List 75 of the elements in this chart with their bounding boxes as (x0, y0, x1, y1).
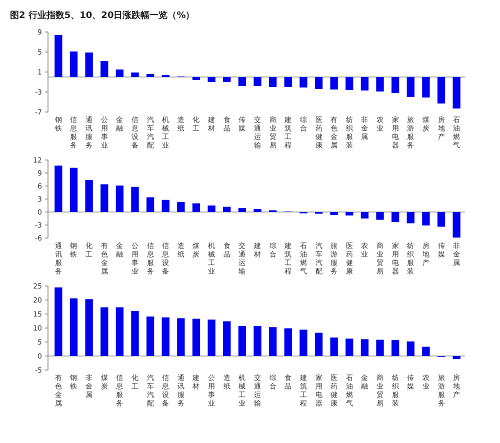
bar (100, 184, 108, 212)
bar (422, 212, 430, 226)
bar (223, 206, 231, 212)
bar (284, 328, 292, 356)
bar (254, 77, 262, 86)
bar (437, 212, 446, 227)
bar (223, 77, 231, 82)
bar (85, 180, 93, 212)
bar (422, 77, 430, 98)
bar (208, 77, 216, 82)
bar (330, 338, 338, 356)
bar (330, 212, 338, 216)
bar (192, 77, 200, 80)
bar (300, 330, 308, 356)
bar (177, 318, 185, 356)
bar (254, 208, 262, 212)
bar (268, 327, 277, 356)
bar (192, 203, 200, 212)
bar (54, 35, 62, 77)
bar (85, 52, 93, 77)
bar (360, 212, 369, 218)
bar (238, 326, 246, 356)
bar (452, 356, 460, 360)
bar (391, 77, 400, 93)
bar (284, 77, 292, 87)
bar (70, 168, 78, 212)
bar (346, 338, 354, 356)
bar (131, 310, 139, 356)
bar (116, 70, 124, 77)
bar (391, 340, 400, 356)
bar (452, 77, 460, 108)
bar (70, 298, 78, 356)
bar (314, 332, 323, 356)
bar (54, 166, 62, 212)
bar (422, 346, 430, 356)
bar (54, 287, 62, 356)
bar (376, 340, 384, 356)
bar (406, 77, 414, 97)
bar (100, 61, 108, 77)
bar (162, 317, 170, 356)
bar (116, 186, 124, 212)
bar (208, 320, 216, 356)
bar (116, 307, 124, 356)
bar (391, 212, 400, 222)
bar (406, 341, 414, 356)
bar (360, 77, 369, 90)
bar (452, 212, 460, 238)
bar (208, 206, 216, 212)
bar (406, 212, 414, 224)
bar (300, 77, 308, 88)
bar (70, 52, 78, 77)
bar (254, 326, 262, 356)
bar (346, 77, 354, 90)
bar (376, 212, 384, 220)
bar (162, 200, 170, 212)
bar (131, 186, 139, 212)
bar (177, 202, 185, 212)
bar (85, 299, 93, 356)
bar (376, 77, 384, 92)
bar (268, 77, 277, 87)
bar (223, 321, 231, 356)
bar (314, 77, 323, 89)
bar (146, 316, 154, 356)
bar (437, 77, 446, 104)
chart-title: 图2 行业指数5、10、20日涨跌幅一览（%） (10, 10, 195, 21)
bar (131, 72, 139, 77)
bar (192, 318, 200, 356)
bar (146, 197, 154, 212)
bar (330, 77, 338, 90)
bar (100, 307, 108, 356)
bar (360, 339, 369, 356)
bar (238, 208, 246, 212)
bar (238, 77, 246, 86)
bar (346, 212, 354, 216)
bar (146, 74, 154, 77)
